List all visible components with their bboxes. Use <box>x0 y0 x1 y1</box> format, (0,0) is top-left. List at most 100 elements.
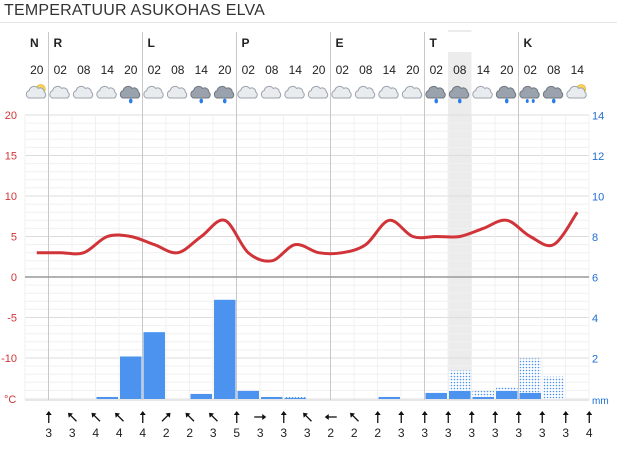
hour-label: 14 <box>289 63 303 77</box>
rain-drop <box>434 98 439 104</box>
precipitation-bar <box>519 392 541 399</box>
hour-label: 02 <box>54 63 68 77</box>
precipitation-tick-label: 4 <box>592 313 598 325</box>
hour-label: 14 <box>571 63 585 77</box>
day-label: N <box>30 36 39 50</box>
wind-speed-label: 3 <box>45 426 52 440</box>
precipitation-bar <box>378 396 400 399</box>
precipitation-tick-label: 2 <box>592 354 598 366</box>
temperature-tick-label: 5 <box>11 232 17 244</box>
cloud-shape <box>495 85 517 99</box>
cloud-shape <box>448 85 470 99</box>
wind-speed-label: 3 <box>421 426 428 440</box>
day-label: R <box>54 36 63 50</box>
wind-speed-label: 3 <box>468 426 475 440</box>
hour-label: 08 <box>547 63 561 77</box>
precipitation-bar <box>120 356 142 399</box>
cloud-shape <box>237 85 258 99</box>
cloud-shape <box>25 85 47 99</box>
hour-label: 08 <box>453 63 467 77</box>
day-row <box>25 32 589 52</box>
day-label: L <box>148 36 155 50</box>
arrow-head <box>68 412 73 418</box>
wind-arrow-icon <box>515 411 522 423</box>
cloudy-rain-icon <box>213 85 235 104</box>
arrow-head <box>209 412 214 418</box>
wind-speed-label: 3 <box>280 426 287 440</box>
temperature-tick-label: -10 <box>1 353 17 365</box>
wind-arrow-icon <box>398 411 405 423</box>
wind-speed-label: 4 <box>116 426 123 440</box>
highlight-column <box>448 30 472 400</box>
wind-arrow-icon <box>161 412 171 422</box>
precipitation-unit-label: mm <box>592 396 609 407</box>
day-label: K <box>524 36 533 50</box>
rain-drop <box>504 98 509 104</box>
arrow-head <box>185 412 191 418</box>
cloudy-icon <box>378 85 399 99</box>
cloudy-icon <box>354 85 376 99</box>
precipitation-bar <box>237 390 259 399</box>
cloud-shape <box>307 85 329 99</box>
temperature-tick-label: 10 <box>5 191 17 203</box>
cloudy-icon <box>284 85 305 99</box>
wind-speed-label: 3 <box>492 426 499 440</box>
cloudy-rain-icon <box>190 85 211 104</box>
wind-arrow-icon <box>68 412 77 422</box>
cloud-shape <box>425 85 446 99</box>
rain-drop <box>551 98 556 104</box>
precipitation-range-bar <box>472 390 494 399</box>
arrow-head <box>165 412 171 418</box>
precipitation-bar <box>143 332 165 399</box>
wind-speed-label: 3 <box>539 426 546 440</box>
hour-label: 20 <box>218 63 232 77</box>
precipitation-bar <box>472 396 494 399</box>
hour-label: 08 <box>171 63 185 77</box>
cloud-shape <box>401 85 423 99</box>
cloud-shape <box>49 85 70 99</box>
precipitation-tick-label: 10 <box>592 192 604 204</box>
cloud-shape <box>260 85 282 99</box>
cloud-shape <box>331 85 352 99</box>
cloudy-icon <box>72 85 94 99</box>
arrow-head <box>115 412 120 418</box>
precipitation-tick-label: 12 <box>592 151 604 163</box>
hour-label: 20 <box>312 63 326 77</box>
cloudy-rain-icon <box>119 85 141 104</box>
cloudy-icon <box>49 85 70 99</box>
rain-drop <box>222 98 227 104</box>
wind-speed-label: 4 <box>92 426 99 440</box>
cloud-shape <box>566 85 587 99</box>
temperature-tick-label: 0 <box>11 272 17 284</box>
wind-arrow-icon <box>139 411 146 423</box>
wind-arrow-icon <box>45 411 52 423</box>
wind-speed-label: 3 <box>562 426 569 440</box>
page-title: TEMPERATUUR ASUKOHAS ELVA <box>4 2 266 19</box>
wind-arrow-icon <box>280 411 287 423</box>
arrow-head <box>421 411 428 415</box>
cloudy-icon <box>307 85 329 99</box>
hour-label: 20 <box>124 63 138 77</box>
temperature-tick-label: -5 <box>7 313 17 325</box>
cloud-shape <box>354 85 376 99</box>
arrow-head <box>262 414 267 420</box>
wind-arrow-icon <box>115 412 124 422</box>
cloudy-icon <box>260 85 282 99</box>
wind-speed-label: 3 <box>398 426 405 440</box>
hour-label: 02 <box>430 63 444 77</box>
wind-arrow-icon <box>586 411 593 423</box>
cloudy-rain-icon <box>425 85 446 104</box>
wind-arrow-icon <box>254 414 267 420</box>
precipitation-bar <box>496 390 518 399</box>
wind-speed-label: 3 <box>515 426 522 440</box>
hour-label: 02 <box>524 63 538 77</box>
wind-arrow-icon <box>445 411 452 423</box>
hour-label: 08 <box>265 63 279 77</box>
cloud-shape <box>284 85 305 99</box>
title-divider <box>0 22 617 23</box>
wind-speed-label: 2 <box>351 426 358 440</box>
wind-speed-label: 3 <box>257 426 264 440</box>
cloud-shape <box>72 85 94 99</box>
wind-speed-label: 3 <box>69 426 76 440</box>
cloud-shape <box>143 85 164 99</box>
